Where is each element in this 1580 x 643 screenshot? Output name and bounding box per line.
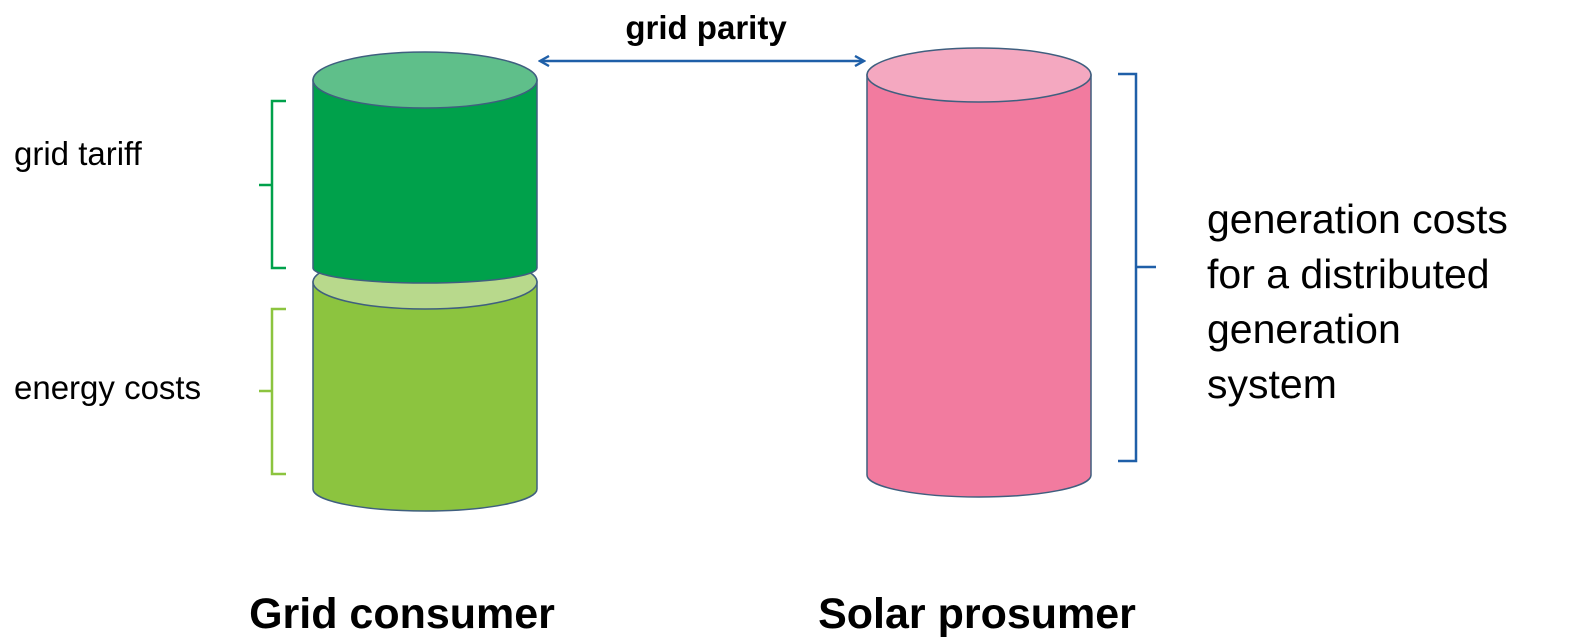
generation-costs-line-2: for a distributed bbox=[1207, 251, 1490, 297]
energy-cylinder-body bbox=[312, 281, 538, 512]
grid-parity-label: grid parity bbox=[625, 9, 787, 46]
solar-cylinder-body bbox=[866, 74, 1092, 498]
grid-tariff-bracket bbox=[259, 99, 286, 270]
energy-costs-label: energy costs bbox=[14, 369, 201, 406]
grid-tariff-label: grid tariff bbox=[14, 135, 143, 172]
solar-cylinder-top bbox=[866, 47, 1092, 103]
energy-costs-bracket bbox=[259, 307, 286, 476]
generation-costs-line-3: generation bbox=[1207, 306, 1401, 352]
generation-costs-line-4: system bbox=[1207, 361, 1337, 407]
solar-prosumer-cylinder bbox=[866, 47, 1092, 498]
solar-prosumer-title: Solar prosumer bbox=[818, 590, 1136, 638]
tariff-cylinder-body bbox=[312, 79, 538, 284]
generation-costs-line-1: generation costs bbox=[1207, 196, 1508, 242]
energy-costs-cylinder bbox=[312, 254, 538, 512]
grid-consumer-title: Grid consumer bbox=[249, 590, 555, 638]
grid-tariff-cylinder bbox=[312, 51, 538, 284]
generation-costs-bracket bbox=[1118, 72, 1156, 463]
tariff-cylinder-top bbox=[312, 51, 538, 109]
